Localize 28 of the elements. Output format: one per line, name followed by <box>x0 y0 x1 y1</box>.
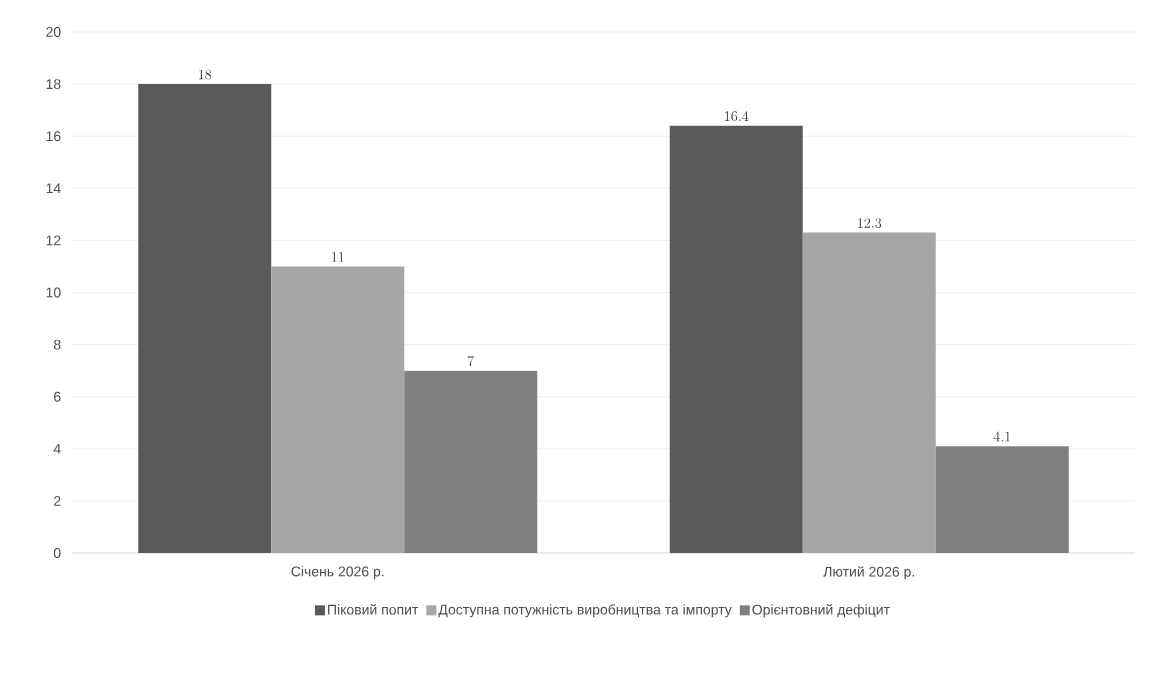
data-label: 7 <box>468 356 475 367</box>
y-tick-label: 10 <box>46 287 61 298</box>
y-tick-label: 6 <box>54 391 61 402</box>
bar <box>935 446 1069 553</box>
y-tick-label: 0 <box>53 548 61 558</box>
data-label: 11 <box>332 252 344 262</box>
x-tick-label: Лютий 2026 р. <box>823 566 914 580</box>
y-tick-label: 2 <box>54 496 61 506</box>
legend-label: Орієнтовний дефіцит <box>752 604 890 618</box>
bar <box>404 370 538 553</box>
legend-label: Доступна потужність виробництва та імпорту <box>438 604 732 618</box>
bar <box>138 84 272 553</box>
data-label: 16.4 <box>725 111 749 122</box>
y-tick-label: 4 <box>53 443 61 454</box>
data-label: 12.3 <box>858 218 882 229</box>
y-tick-label: 8 <box>53 339 61 350</box>
data-label: 4. 1 <box>993 431 1011 442</box>
bar <box>271 266 405 553</box>
y-tick-label: 14 <box>46 183 61 194</box>
y-tick-label: 18 <box>46 79 61 90</box>
legend-label: Піковий попит <box>328 604 419 615</box>
y-tick-label: 16 <box>46 131 61 142</box>
bar <box>669 125 803 553</box>
y-tick-label: 20 <box>46 27 61 37</box>
x-tick-label: Січень 2026 р. <box>291 566 384 580</box>
y-tick-label: 12 <box>46 235 61 246</box>
data-label: 18 <box>199 69 212 80</box>
bar <box>802 232 936 553</box>
